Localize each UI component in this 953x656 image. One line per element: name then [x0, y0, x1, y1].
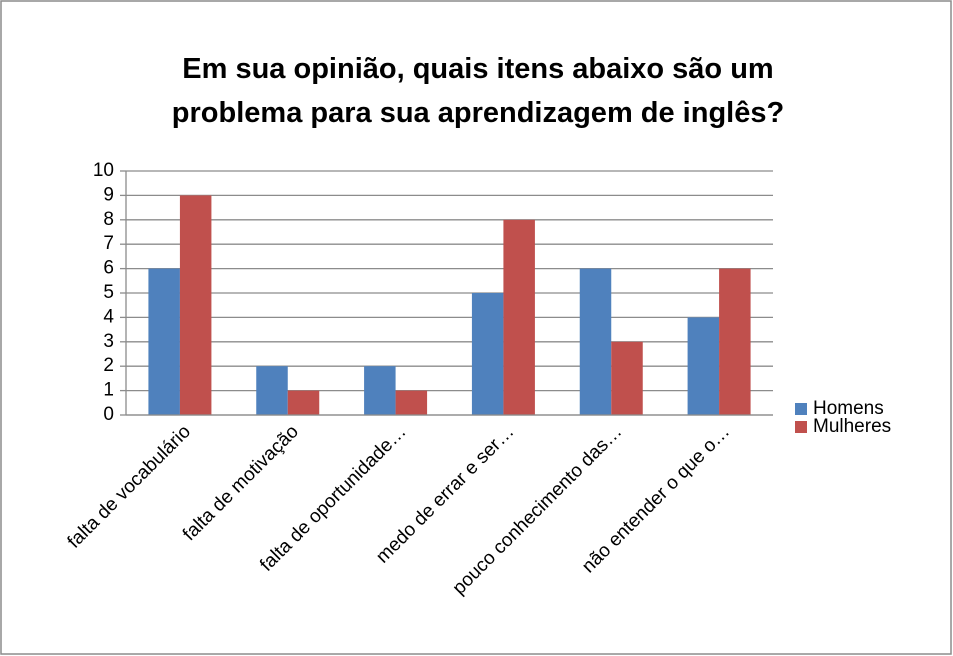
- y-tick-label: 7: [103, 233, 114, 254]
- bar: [503, 219, 535, 415]
- y-tick-label: 6: [103, 258, 114, 279]
- y-tick-label: 0: [103, 404, 114, 425]
- bar: [471, 293, 504, 415]
- bar: [287, 390, 320, 415]
- bar: [579, 268, 612, 415]
- bar: [256, 366, 288, 415]
- legend-swatch: [795, 421, 807, 433]
- bar: [687, 317, 720, 415]
- y-tick-label: 5: [103, 282, 114, 303]
- bar: [611, 341, 643, 415]
- legend-label: Homens: [813, 398, 884, 419]
- y-tick-label: 4: [103, 306, 114, 327]
- bar: [364, 366, 396, 415]
- chart-title: problema para sua aprendizagem de inglês…: [172, 97, 784, 129]
- y-tick-label: 1: [103, 380, 114, 401]
- bar: [719, 268, 751, 415]
- bar: [179, 195, 212, 415]
- y-tick-label: 3: [103, 331, 114, 352]
- y-tick-label: 2: [103, 355, 114, 376]
- legend-swatch: [795, 403, 807, 415]
- bar: [148, 268, 180, 415]
- bar: [395, 390, 428, 415]
- y-tick-label: 8: [103, 209, 114, 230]
- legend-label: Mulheres: [813, 416, 891, 437]
- y-tick-label: 9: [103, 184, 114, 205]
- chart-title: Em sua opinião, quais itens abaixo são u…: [182, 53, 773, 85]
- y-tick-label: 10: [93, 160, 114, 181]
